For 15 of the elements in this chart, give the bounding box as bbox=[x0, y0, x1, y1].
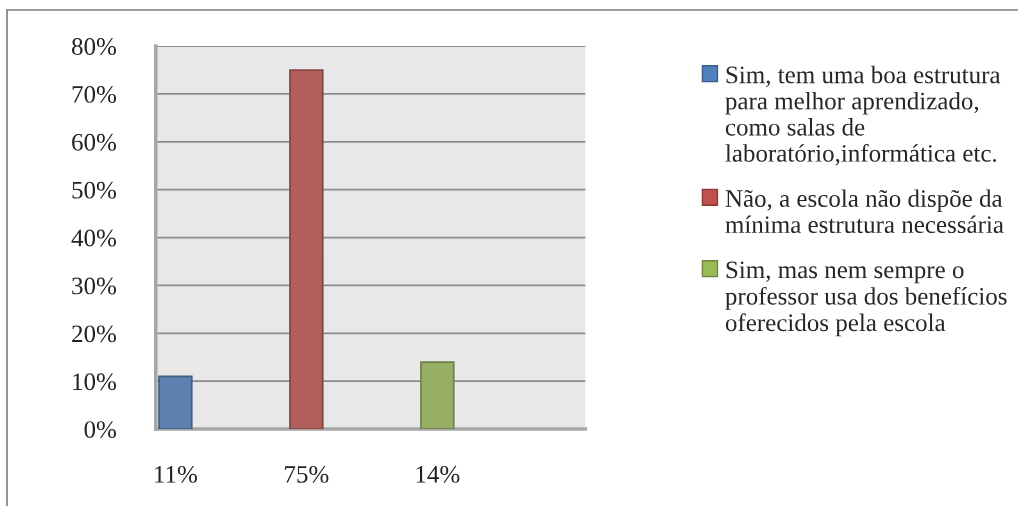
y-tick-label: 50% bbox=[72, 181, 117, 199]
legend-label: Sim, tem uma boa estrutura para melhor aprendizado, como salas de laboratório,informática etc. bbox=[725, 65, 1001, 166]
legend-label: Sim, mas nem sempre o professor usa dos benefícios oferecidos pela escola bbox=[725, 261, 1007, 337]
y-tick-label: 30% bbox=[72, 277, 117, 295]
y-tick-label: 60% bbox=[72, 133, 117, 151]
x-tick-label: 14% bbox=[416, 465, 460, 483]
x-tick-label: 75% bbox=[285, 465, 329, 483]
y-tick-label: 40% bbox=[71, 229, 117, 247]
legend-label: Não, a escola não dispõe da mínima estrutura necessária bbox=[725, 189, 1004, 234]
y-tick-label: 10% bbox=[73, 373, 117, 391]
y-tick-label: 70% bbox=[72, 85, 117, 103]
y-tick-label: 20% bbox=[72, 325, 117, 343]
y-tick-label: 0% bbox=[84, 421, 117, 439]
y-tick-label: 80% bbox=[71, 38, 117, 56]
x-tick-label: 11% bbox=[155, 465, 197, 483]
